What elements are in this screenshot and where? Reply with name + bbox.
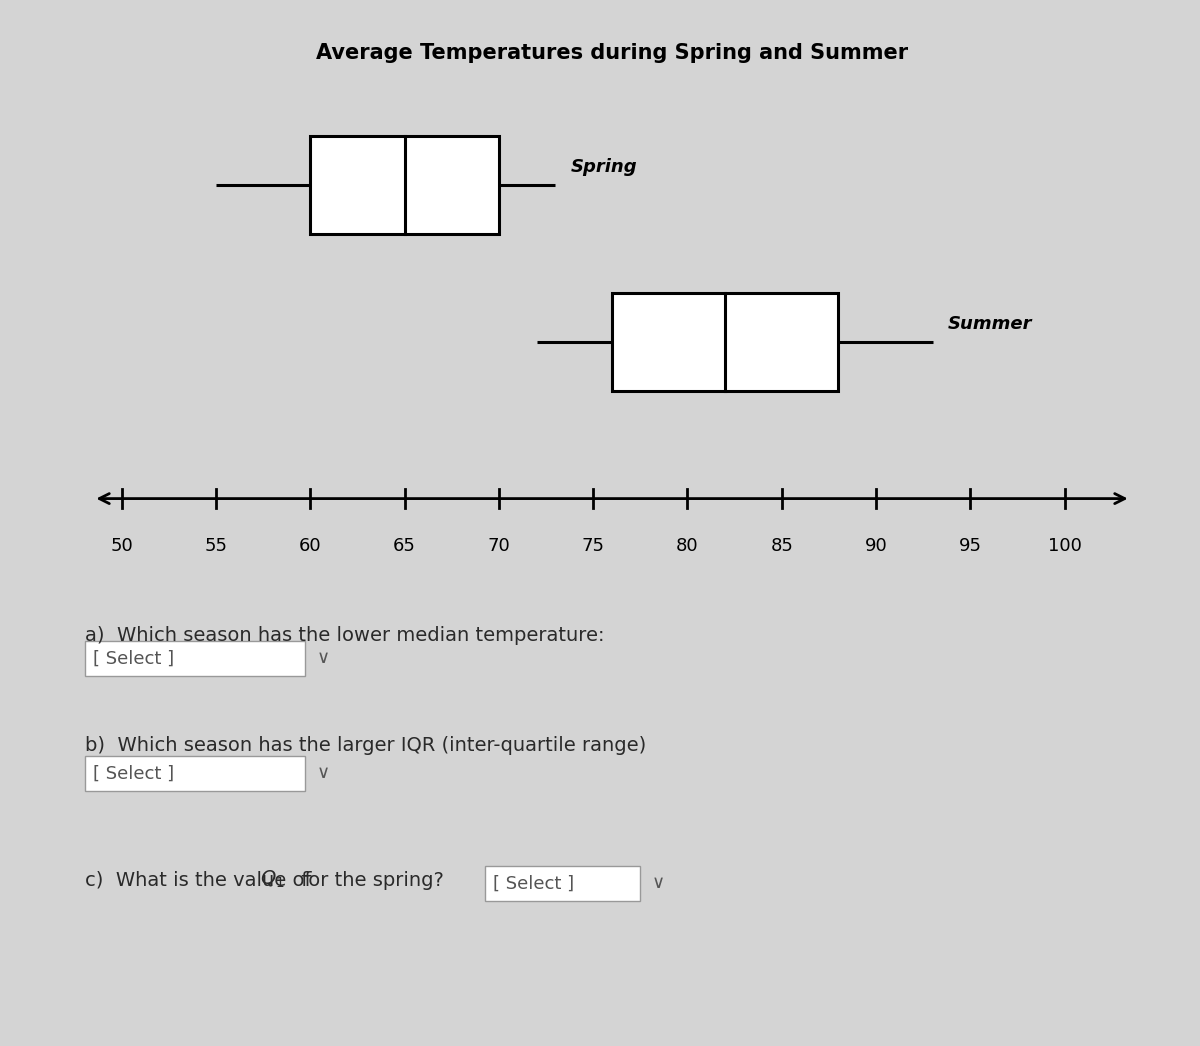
- Text: ∨: ∨: [652, 874, 665, 892]
- Text: ∨: ∨: [317, 765, 330, 782]
- Text: Summer: Summer: [948, 315, 1032, 333]
- Text: 70: 70: [487, 537, 510, 555]
- Bar: [612, 293, 839, 390]
- Text: b)  Which season has the larger IQR (inter-quartile range): b) Which season has the larger IQR (inte…: [85, 735, 647, 755]
- Bar: [85, 756, 305, 791]
- Text: 85: 85: [770, 537, 793, 555]
- Text: ∨: ∨: [317, 650, 330, 667]
- Text: 100: 100: [1048, 537, 1081, 555]
- Text: 50: 50: [110, 537, 133, 555]
- Text: 55: 55: [204, 537, 228, 555]
- Bar: [311, 136, 499, 233]
- Text: 95: 95: [959, 537, 982, 555]
- Text: Spring: Spring: [570, 158, 637, 176]
- Text: 80: 80: [676, 537, 698, 555]
- Text: 65: 65: [394, 537, 416, 555]
- Text: 75: 75: [582, 537, 605, 555]
- Text: a)  Which season has the lower median temperature:: a) Which season has the lower median tem…: [85, 626, 605, 644]
- Bar: [485, 866, 640, 901]
- Text: c)  What is the value of: c) What is the value of: [85, 871, 318, 890]
- Text: 90: 90: [865, 537, 887, 555]
- Text: for the spring?: for the spring?: [295, 871, 444, 890]
- Text: Average Temperatures during Spring and Summer: Average Temperatures during Spring and S…: [316, 43, 908, 63]
- Text: [ Select ]: [ Select ]: [94, 765, 174, 782]
- Text: 60: 60: [299, 537, 322, 555]
- Text: [ Select ]: [ Select ]: [94, 650, 174, 667]
- Text: [ Select ]: [ Select ]: [493, 874, 574, 892]
- Text: $Q_1$: $Q_1$: [260, 869, 284, 890]
- Bar: [85, 641, 305, 676]
